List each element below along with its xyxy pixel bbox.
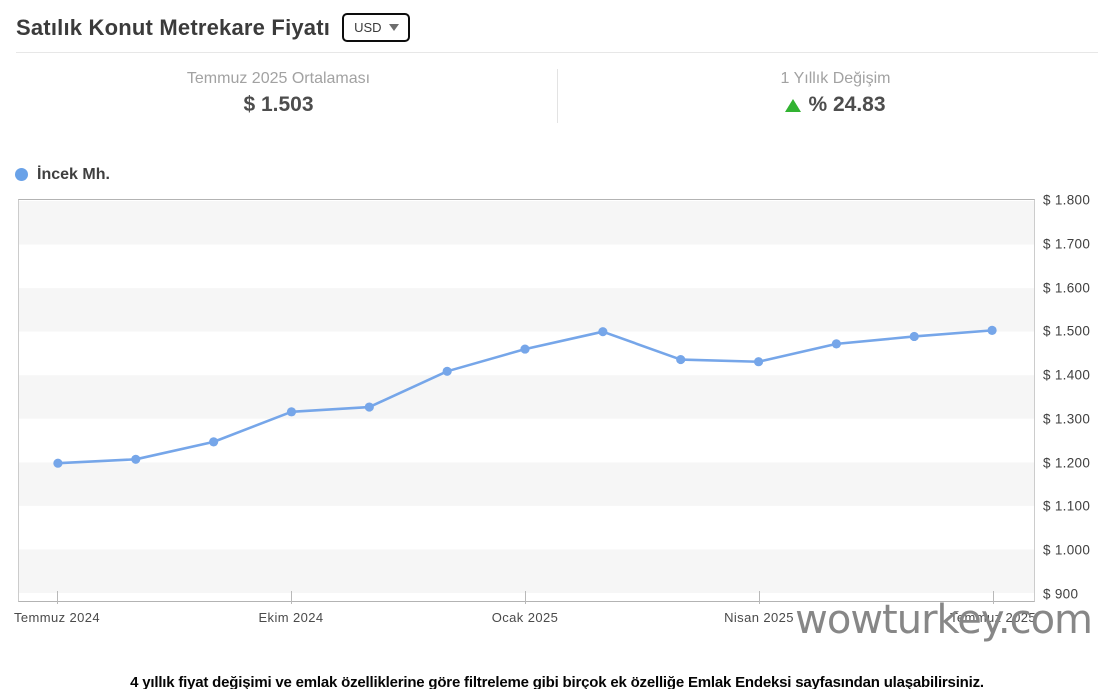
x-axis-label: Ekim 2024 (258, 610, 324, 625)
grid-band (19, 462, 1034, 506)
data-point[interactable] (987, 325, 997, 335)
grid-band (19, 418, 1034, 463)
chevron-down-icon (388, 24, 399, 31)
stat-yearly-change: 1 Yıllık Değişim % 24.83 (557, 70, 1114, 118)
data-point[interactable] (364, 402, 374, 412)
x-axis-tick (57, 591, 58, 604)
stat-yearly-change-value: % 24.83 (557, 93, 1114, 118)
x-axis-tick (525, 591, 526, 604)
y-axis-label: $ 1.500 (1043, 323, 1091, 339)
plot-area[interactable] (18, 199, 1035, 602)
x-axis-tick (291, 591, 292, 604)
stat-average-value: $ 1.503 (243, 93, 314, 116)
price-chart: wowturkey.com $ 1.800 $ 1.700 $ 1.600 $ 1.5… (0, 193, 1114, 657)
legend-label: İncek Mh. (37, 165, 110, 183)
data-point[interactable] (286, 407, 297, 417)
data-point[interactable] (442, 366, 452, 376)
grid-band (19, 244, 1034, 289)
stats-row: Temmuz 2025 Ortalaması $ 1.503 1 Yıllık … (0, 53, 1114, 136)
grid-band (19, 549, 1034, 594)
x-axis-label: Ocak 2025 (491, 610, 559, 625)
footer-note: 4 yıllık fiyat değişimi ve emlak özellik… (130, 674, 984, 689)
x-axis-label: Temmuz 2025 (949, 610, 1037, 625)
legend-item-incek[interactable]: İncek Mh. (15, 166, 110, 184)
grid-band (19, 375, 1034, 419)
data-point[interactable] (520, 344, 530, 354)
grid-band (19, 505, 1034, 550)
legend-dot-icon (15, 168, 28, 181)
data-point[interactable] (598, 327, 608, 337)
page-title: Satılık Konut Metrekare Fiyatı (16, 14, 331, 40)
data-point[interactable] (909, 331, 919, 342)
header-divider (16, 52, 1098, 53)
y-axis-label: $ 1.200 (1043, 455, 1091, 471)
chart-canvas (19, 200, 1034, 594)
stat-yearly-change-label: 1 Yıllık Değişim (780, 70, 891, 87)
y-axis-label: $ 1.400 (1043, 367, 1091, 383)
x-axis-tick (993, 591, 994, 604)
header: Satılık Konut Metrekare Fiyatı USD (0, 0, 1114, 52)
y-axis-label: $ 900 (1043, 586, 1079, 602)
up-arrow-icon (785, 98, 802, 112)
currency-dropdown[interactable]: USD (342, 13, 410, 42)
y-axis-label: $ 1.800 (1043, 192, 1091, 208)
y-axis-label: $ 1.000 (1043, 542, 1091, 558)
x-axis-label: Temmuz 2024 (13, 610, 101, 625)
grid-band (19, 288, 1034, 332)
data-point[interactable] (131, 454, 141, 464)
y-axis-label: $ 1.600 (1043, 280, 1091, 296)
stat-average: Temmuz 2025 Ortalaması $ 1.503 (0, 70, 557, 118)
watermark: wowturkey.com (795, 597, 1093, 643)
data-point[interactable] (831, 339, 841, 349)
x-axis-label: Nisan 2025 (724, 610, 794, 625)
currency-dropdown-value: USD (354, 20, 382, 35)
grid-band (19, 200, 1034, 245)
x-axis-tick (759, 591, 760, 604)
data-point[interactable] (53, 458, 63, 468)
stats-divider (557, 69, 558, 123)
grid-band (19, 331, 1034, 376)
data-point[interactable] (676, 354, 686, 365)
y-axis-label: $ 1.100 (1043, 498, 1091, 514)
y-axis-label: $ 1.300 (1043, 411, 1091, 427)
stat-average-label: Temmuz 2025 Ortalaması (186, 70, 371, 87)
stat-yearly-change-number: % 24.83 (808, 93, 886, 116)
data-point[interactable] (209, 437, 219, 447)
data-point[interactable] (753, 357, 764, 367)
y-axis-label: $ 1.700 (1043, 236, 1091, 252)
